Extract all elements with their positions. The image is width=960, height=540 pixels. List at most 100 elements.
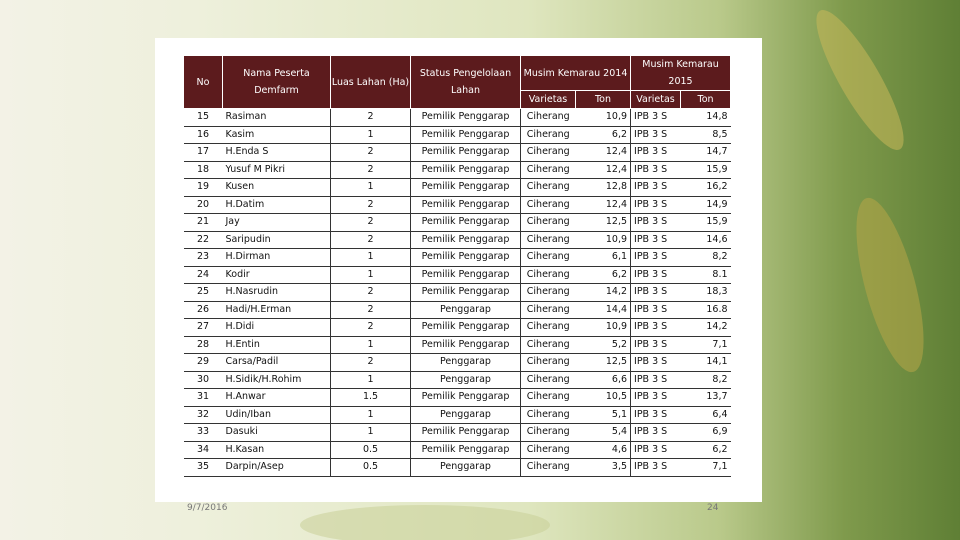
table-cell: Kusen	[222, 178, 331, 197]
table-cell: 18,3	[680, 283, 731, 302]
table-cell: Ciherang	[520, 161, 576, 179]
table-cell: 2	[330, 161, 411, 179]
table-cell: 19	[183, 178, 223, 197]
table-cell: IPB 3 S	[630, 318, 681, 337]
table-cell: 1	[330, 406, 411, 424]
table-cell: 18	[183, 161, 223, 179]
table-cell: IPB 3 S	[630, 248, 681, 267]
table-cell: 34	[183, 441, 223, 459]
table-cell: 31	[183, 388, 223, 407]
table-cell: Jay	[222, 213, 331, 232]
table-cell: 2	[330, 318, 411, 337]
table-cell: 12,8	[575, 178, 631, 197]
table-cell: Ciherang	[520, 458, 576, 477]
table-cell: 6,9	[680, 423, 731, 442]
table-cell: 7,1	[680, 458, 731, 477]
table-cell: 20	[183, 196, 223, 214]
table-cell: 8.1	[680, 266, 731, 284]
table-cell: Ciherang	[520, 441, 576, 459]
table-cell: 10,5	[575, 388, 631, 407]
table-cell: H.Kasan	[222, 441, 331, 459]
table-cell: Pemilik Penggarap	[410, 248, 521, 267]
table-cell: 8,2	[680, 248, 731, 267]
table-cell: 14,6	[680, 231, 731, 249]
table-cell: H.Entin	[222, 336, 331, 354]
table-cell: Ciherang	[520, 178, 576, 197]
table-cell: 0.5	[330, 458, 411, 477]
table-cell: Ciherang	[520, 143, 576, 162]
decoration	[802, 0, 918, 160]
table-cell: 5,2	[575, 336, 631, 354]
table-cell: 32	[183, 406, 223, 424]
table-cell: 3,5	[575, 458, 631, 477]
table-cell: Ciherang	[520, 423, 576, 442]
table-sheet: No Nama Peserta Demfarm Luas Lahan (Ha) …	[155, 38, 762, 513]
table-cell: Pemilik Penggarap	[410, 108, 521, 127]
table-cell: Ciherang	[520, 353, 576, 372]
table-cell: IPB 3 S	[630, 371, 681, 389]
table-row: 21 Jay 2 Pemilik Penggarap Ciherang 12,5 IPB 3…	[183, 213, 731, 232]
table-cell: Ciherang	[520, 248, 576, 267]
table-cell: 13,7	[680, 388, 731, 407]
table-body: 15 Rasiman 2 Pemilik Penggarap Ciherang 10,9 I…	[183, 108, 731, 477]
table-cell: 15,9	[680, 213, 731, 232]
table-row: 17 H.Enda S 2 Pemilik Penggarap Ciherang 12,4…	[183, 143, 731, 162]
decoration	[842, 191, 938, 379]
table-cell: 30	[183, 371, 223, 389]
table-cell: 17	[183, 143, 223, 162]
table-cell: 12,5	[575, 353, 631, 372]
table-cell: 6,2	[575, 266, 631, 284]
table-cell: Pemilik Penggarap	[410, 213, 521, 232]
table-cell: Kodir	[222, 266, 331, 284]
table-cell: Ciherang	[520, 283, 576, 302]
table-cell: 10,9	[575, 108, 631, 127]
table-cell: 2	[330, 231, 411, 249]
table-row: 35 Darpin/Asep 0.5 Penggarap Ciherang 3,5 IPB …	[183, 458, 731, 477]
table-cell: 2	[330, 213, 411, 232]
table-cell: Pemilik Penggarap	[410, 388, 521, 407]
table-cell: 1	[330, 336, 411, 354]
table-cell: 12,4	[575, 161, 631, 179]
table-cell: 14,8	[680, 108, 731, 127]
table-cell: Ciherang	[520, 406, 576, 424]
table-cell: 14,2	[680, 318, 731, 337]
table-row: 33 Dasuki 1 Pemilik Penggarap Ciherang 5,4 IPB…	[183, 423, 731, 442]
data-table: No Nama Peserta Demfarm Luas Lahan (Ha) …	[183, 55, 732, 477]
table-cell: 27	[183, 318, 223, 337]
table-cell: Kasim	[222, 126, 331, 144]
table-cell: Carsa/Padil	[222, 353, 331, 372]
table-cell: 1.5	[330, 388, 411, 407]
table-row: 27 H.Didi 2 Pemilik Penggarap Ciherang 10,9 IP…	[183, 318, 731, 337]
header-cell: Varietas	[520, 90, 576, 109]
table-cell: 12,4	[575, 143, 631, 162]
table-cell: 7,1	[680, 336, 731, 354]
table-cell: 1	[330, 266, 411, 284]
table-cell: Pemilik Penggarap	[410, 441, 521, 459]
header-cell: Musim Kemarau 2014	[519, 55, 632, 91]
table-cell: IPB 3 S	[630, 458, 681, 477]
table-cell: Udin/Iban	[222, 406, 331, 424]
table-cell: H.Sidik/H.Rohim	[222, 371, 331, 389]
header-cell: Ton	[680, 90, 732, 109]
table-cell: Ciherang	[520, 301, 576, 319]
table-cell: 1	[330, 178, 411, 197]
table-cell: IPB 3 S	[630, 441, 681, 459]
table-cell: 14,7	[680, 143, 731, 162]
table-cell: 2	[330, 143, 411, 162]
header-cell: Status Pengelolaan Lahan	[410, 55, 521, 109]
table-cell: 4,6	[575, 441, 631, 459]
table-cell: Ciherang	[520, 213, 576, 232]
table-cell: Penggarap	[410, 301, 521, 319]
table-row: 16 Kasim 1 Pemilik Penggarap Ciherang 6,2 IPB …	[183, 126, 731, 144]
table-row: 28 H.Entin 1 Pemilik Penggarap Ciherang 5,2 IP…	[183, 336, 731, 354]
table-cell: IPB 3 S	[630, 126, 681, 144]
table-cell: Ciherang	[520, 336, 576, 354]
table-cell: IPB 3 S	[630, 336, 681, 354]
header-cell: Musim Kemarau 2015	[630, 55, 732, 91]
table-cell: Penggarap	[410, 371, 521, 389]
table-cell: IPB 3 S	[630, 213, 681, 232]
table-cell: H.Datim	[222, 196, 331, 214]
table-row: 15 Rasiman 2 Pemilik Penggarap Ciherang 10,9 I…	[183, 108, 731, 127]
table-cell: Pemilik Penggarap	[410, 126, 521, 144]
table-cell: 6,1	[575, 248, 631, 267]
